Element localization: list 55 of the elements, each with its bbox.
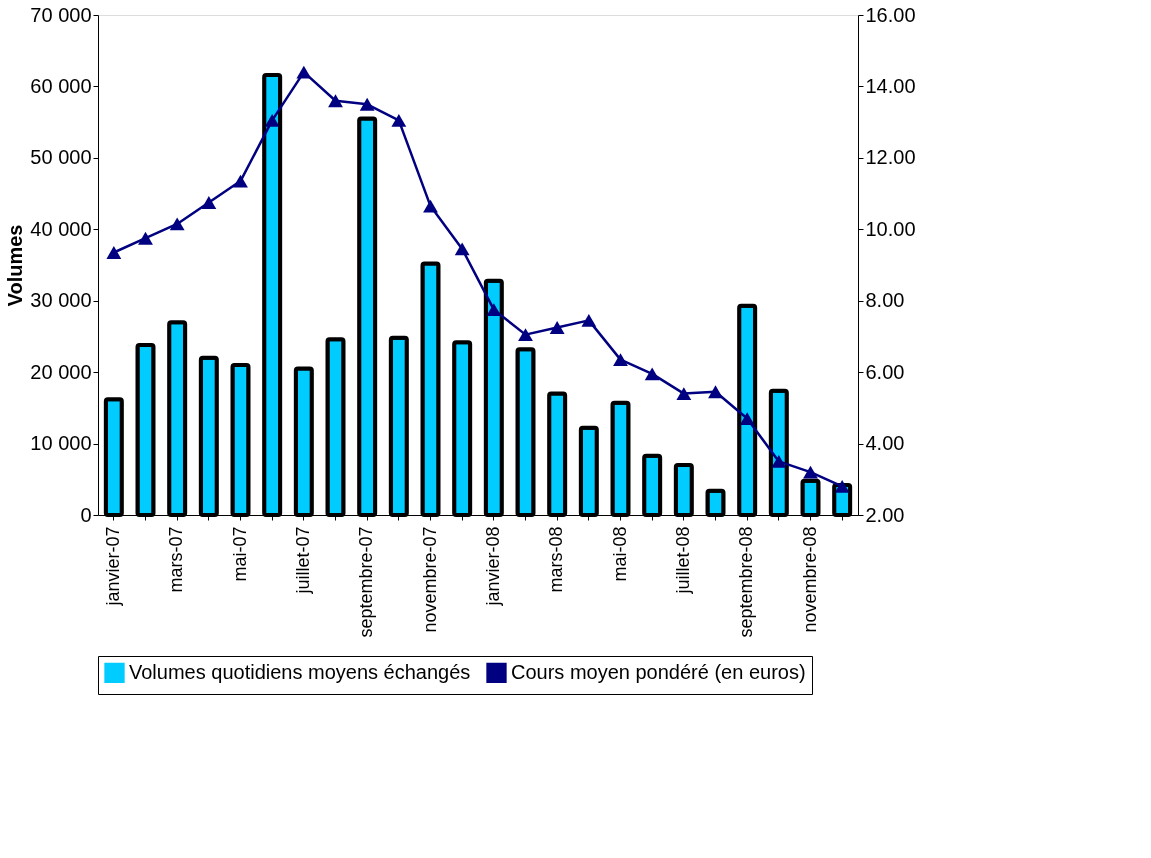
point [549,321,565,334]
point [138,231,153,245]
point [106,246,122,259]
y-tick-label: 40 000 [30,217,92,240]
point [391,113,407,127]
point [264,113,280,127]
point [328,94,343,108]
x-tick-label: novembre-08 [799,526,820,633]
point [518,328,533,342]
point [486,303,502,317]
point [581,313,597,327]
point [613,353,628,367]
point [771,455,787,468]
point [423,199,438,213]
x-tick-label: novembre-07 [419,526,440,633]
point [803,465,818,479]
y2-tick-label: 12.00 [865,146,916,169]
point [233,174,248,188]
x-tick-label: juillet-07 [292,526,313,595]
y2-tick-label: 10.00 [865,217,916,240]
point [739,412,755,425]
x-tick-label: septembre-07 [356,526,377,638]
y-tick-label: 50 000 [30,146,92,169]
y-tick-label: 30 000 [30,289,92,312]
x-tick-label: mars-08 [546,526,567,593]
y2-tick-label: 2.00 [865,503,905,526]
point [359,97,375,111]
y2-tick-label: 4.00 [865,432,905,455]
point [296,65,312,79]
x-tick-label: janvier-08 [482,526,503,607]
y2-tick-label: 8.00 [865,289,905,312]
y-tick-label: 60 000 [30,74,92,97]
y-tick-label: 70 000 [30,3,92,26]
x-tick-label: juillet-08 [672,526,693,595]
point [201,196,217,209]
legend-label: Cours moyen pondéré (en euros) [511,660,806,683]
x-tick-label: mai-08 [609,526,630,582]
y-axis-title: Volumes [4,224,27,307]
x-tick-label: mai-07 [229,526,250,582]
y2-tick-label: 14.00 [865,74,916,97]
x-tick-label: septembre-08 [736,526,757,638]
y2-tick-label: 6.00 [865,360,905,383]
point [454,242,470,256]
y2-tick-label: 16.00 [865,3,916,26]
y-tick-label: 20 000 [30,360,92,383]
point [644,367,660,381]
point [676,387,692,400]
x-tick-label: janvier-07 [102,526,123,607]
point [708,385,723,399]
y-tick-label: 0 [80,503,92,526]
point [834,480,850,493]
legend-label: Volumes quotidiens moyens échangés [129,660,471,683]
point [169,217,185,231]
x-tick-label: mars-07 [166,526,187,593]
y-tick-label: 10 000 [30,432,92,455]
